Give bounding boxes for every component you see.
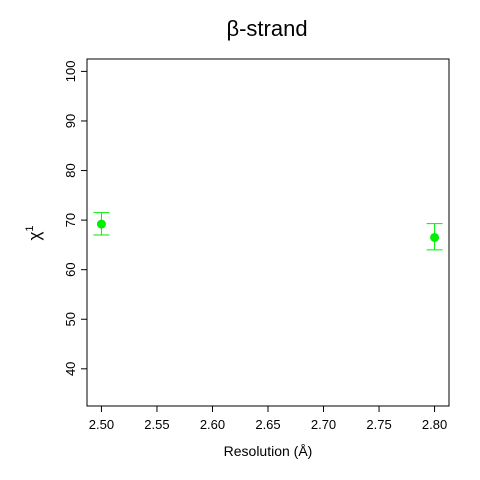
chart-title: β-strand xyxy=(226,16,307,41)
x-tick-label: 2.80 xyxy=(422,417,447,432)
svg-text:χ1: χ1 xyxy=(24,225,44,240)
data-point xyxy=(96,219,106,229)
y-tick-label: 50 xyxy=(63,312,78,326)
y-axis-label: χ1 xyxy=(24,225,44,240)
y-tick-label: 100 xyxy=(63,61,78,83)
x-tick-label: 2.75 xyxy=(366,417,391,432)
x-tick-label: 2.65 xyxy=(255,417,280,432)
y-tick-label: 70 xyxy=(63,213,78,227)
x-tick-label: 2.60 xyxy=(200,417,225,432)
x-axis: 2.50 2.55 2.60 2.65 2.70 2.75 2.80 xyxy=(89,406,447,432)
x-tick-label: 2.50 xyxy=(89,417,114,432)
x-tick-label: 2.70 xyxy=(311,417,336,432)
data-points xyxy=(93,212,443,251)
y-tick-label: 40 xyxy=(63,362,78,376)
x-axis-label: Resolution (Å) xyxy=(224,443,313,459)
plot-frame xyxy=(86,58,450,407)
y-axis-label-sup: 1 xyxy=(24,225,36,231)
y-tick-label: 60 xyxy=(63,262,78,276)
data-point xyxy=(430,232,440,242)
y-tick-label: 90 xyxy=(63,114,78,128)
y-axis: 40 50 60 70 80 90 100 xyxy=(63,61,87,376)
x-tick-label: 2.55 xyxy=(144,417,169,432)
y-axis-label-main: χ xyxy=(25,232,44,241)
y-tick-label: 80 xyxy=(63,163,78,177)
